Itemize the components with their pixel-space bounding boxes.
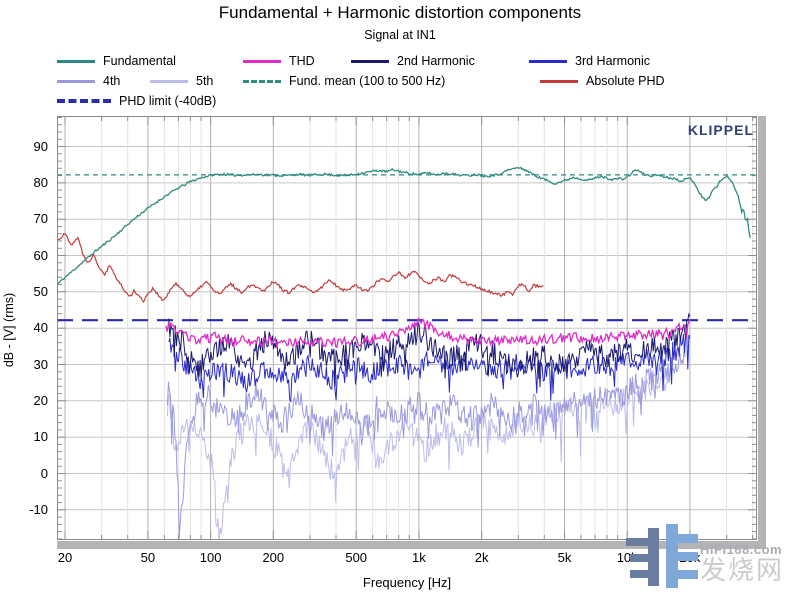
y-tick-label: 80 [33, 174, 48, 190]
plot-border [57, 116, 757, 540]
legend-item-2nd-harmonic: 2nd Harmonic [351, 54, 529, 68]
legend-label: 2nd Harmonic [397, 54, 475, 68]
legend-label: Absolute PHD [586, 74, 665, 88]
legend-label: 4th [103, 74, 121, 88]
y-tick-label: 0 [40, 465, 48, 481]
site-name-cn: 发烧网 [700, 555, 785, 585]
x-tick-label: 100 [199, 550, 222, 565]
legend-row-1: Fundamental THD 2nd Harmonic 3rd Harmoni… [57, 51, 777, 71]
fundamental-line-swatch [57, 59, 95, 63]
y-tick-label: 60 [33, 247, 48, 263]
legend-label: Fundamental [103, 54, 176, 68]
plot-shadow-bottom [57, 541, 766, 549]
2nd-harmonic-line-swatch [351, 59, 389, 63]
legend-item-phd-limit: PHD limit (-40dB) [57, 94, 216, 108]
legend-row-3: PHD limit (-40dB) [57, 91, 777, 111]
y-tick-label: 20 [33, 392, 48, 408]
data-series-lines [57, 166, 757, 540]
x-tick-label: 50 [140, 550, 156, 565]
plot-shadow-right [758, 116, 766, 549]
4th-harmonic-line-swatch [57, 79, 95, 83]
legend-label: Fund. mean (100 to 500 Hz) [289, 74, 446, 88]
series-line-3rd-harmonic [168, 332, 691, 403]
legend-label: THD [289, 54, 315, 68]
x-tick-label: 500 [345, 550, 368, 565]
x-tick-label: 2k [474, 550, 489, 565]
3rd-harmonic-line-swatch [529, 59, 567, 63]
phd-limit-dashed-swatch [57, 99, 111, 103]
legend-label: 5th [196, 74, 214, 88]
legend-item-3rd-harmonic: 3rd Harmonic [529, 54, 650, 68]
y-tick-label: 40 [33, 320, 48, 336]
hifi168-logo-icon [626, 524, 698, 588]
y-tick-label: 10 [33, 429, 48, 445]
5th-harmonic-line-swatch [150, 79, 188, 83]
legend-row-2: 4th 5th Fund. mean (100 to 500 Hz) Absol… [57, 71, 777, 91]
legend-item-5th: 5th [150, 74, 243, 88]
klippel-watermark: KLIPPEL [687, 122, 754, 138]
series-line-fundamental [57, 166, 751, 286]
x-tick-label: 1k [412, 550, 426, 565]
series-line-thd [165, 316, 691, 349]
legend-item-fund-mean: Fund. mean (100 to 500 Hz) [243, 74, 540, 88]
thd-line-swatch [243, 59, 281, 63]
y-tick-label: 90 [33, 138, 48, 154]
x-tick-label: 20 [57, 550, 73, 565]
legend: Fundamental THD 2nd Harmonic 3rd Harmoni… [57, 51, 777, 111]
y-tick-label: -10 [29, 501, 48, 517]
gridlines [57, 116, 757, 540]
legend-item-fundamental: Fundamental [57, 54, 243, 68]
chart-subtitle: Signal at IN1 [364, 28, 436, 42]
y-tick-label: 50 [33, 283, 48, 299]
y-tick-label: 30 [33, 356, 48, 372]
legend-item-4th: 4th [57, 74, 150, 88]
series-line-4th [166, 347, 686, 540]
plot-canvas [57, 116, 757, 540]
site-watermark: HIFI168.com 发烧网 [626, 524, 800, 596]
legend-item-absolute-phd: Absolute PHD [540, 74, 665, 88]
legend-label: 3rd Harmonic [575, 54, 651, 68]
series-line-2nd-harmonic [168, 312, 691, 387]
x-axis-label: Frequency [Hz] [362, 575, 452, 590]
series-line-absolute-phd [57, 232, 544, 304]
fund-mean-dashed-swatch [243, 79, 281, 83]
legend-label: PHD limit (-40dB) [119, 94, 217, 108]
site-name: HIFI168.com [700, 542, 783, 557]
y-tick-label: 70 [33, 211, 48, 227]
legend-item-thd: THD [243, 54, 351, 68]
chart-title: Fundamental + Harmonic distortion compon… [218, 3, 582, 22]
absolute-phd-line-swatch [540, 79, 578, 83]
site-watermark-text: HIFI168.com 发烧网 [700, 542, 800, 583]
x-tick-label: 5k [557, 550, 572, 565]
x-tick-label: 200 [262, 550, 285, 565]
